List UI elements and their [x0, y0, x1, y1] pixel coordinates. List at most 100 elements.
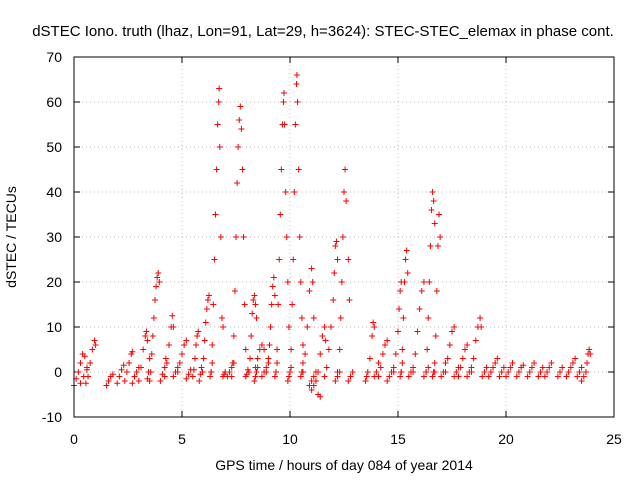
data-point [437, 234, 444, 240]
data-point [280, 90, 287, 96]
data-point [135, 378, 142, 384]
y-tick-label: 20 [46, 274, 62, 290]
data-point [451, 324, 458, 330]
data-point [231, 288, 238, 294]
data-point [247, 355, 254, 362]
data-point [520, 362, 527, 369]
data-point [384, 337, 391, 344]
data-point [345, 256, 352, 263]
data-point [396, 306, 403, 312]
data-point [270, 274, 277, 281]
data-point [349, 369, 356, 375]
data-point [373, 369, 380, 375]
data-point [397, 373, 404, 380]
data-point [161, 373, 168, 380]
data-point [181, 342, 188, 348]
data-point [584, 360, 590, 366]
data-point [157, 378, 164, 384]
data-point [494, 355, 501, 362]
data-point [337, 315, 344, 321]
data-point [170, 324, 177, 330]
data-point [126, 360, 133, 366]
data-point [118, 366, 125, 373]
data-point [400, 315, 407, 321]
data-point [431, 220, 438, 227]
data-point [229, 360, 236, 366]
data-point [541, 373, 548, 380]
x-tick-label: 0 [70, 431, 78, 447]
data-point [268, 301, 275, 308]
data-point [228, 364, 235, 371]
data-point [345, 378, 352, 384]
data-point [190, 366, 197, 373]
x-axis-label: GPS time / hours of day 084 of year 2014 [215, 457, 473, 473]
data-point [214, 121, 221, 128]
data-point [293, 72, 300, 78]
data-point [129, 380, 136, 387]
data-point [464, 342, 471, 348]
data-point [379, 351, 386, 357]
y-tick-label: -10 [42, 409, 62, 425]
data-point [140, 346, 147, 353]
data-point [430, 198, 437, 204]
data-point [146, 378, 153, 384]
data-point [198, 364, 205, 371]
data-point [487, 369, 494, 375]
data-point [500, 364, 507, 371]
data-point [321, 324, 328, 330]
data-point [204, 297, 211, 303]
data-point [292, 121, 299, 128]
data-point [258, 342, 265, 348]
data-point [572, 355, 579, 362]
data-point [265, 355, 272, 362]
data-point [216, 85, 223, 92]
data-point [291, 189, 298, 195]
x-tick-label: 20 [498, 431, 514, 447]
data-point [586, 346, 593, 353]
data-point [333, 238, 340, 245]
data-point [395, 328, 401, 335]
data-point [310, 315, 317, 321]
data-point [546, 364, 553, 371]
data-point [334, 369, 341, 375]
data-point [399, 346, 406, 353]
data-point [233, 234, 239, 240]
data-point [133, 369, 140, 375]
data-point [203, 306, 210, 312]
data-point [275, 301, 282, 308]
data-point [308, 387, 315, 393]
data-point [304, 324, 311, 330]
data-point [297, 279, 304, 285]
data-point [455, 373, 462, 380]
data-point [332, 378, 339, 384]
data-point [341, 189, 347, 195]
data-point [309, 279, 316, 285]
data-point [464, 373, 471, 380]
data-point [271, 292, 278, 299]
data-point [310, 373, 317, 380]
data-point [89, 346, 96, 353]
data-point [252, 373, 259, 380]
data-point [346, 297, 353, 303]
data-point [271, 373, 278, 380]
data-point [478, 324, 485, 330]
y-tick-labels: -10 0 10 20 30 40 50 60 70 [42, 49, 62, 425]
data-point [242, 346, 249, 353]
data-point [234, 180, 241, 186]
data-point [375, 373, 382, 380]
data-point [336, 346, 343, 353]
data-point [509, 360, 516, 366]
data-point [347, 373, 354, 380]
x-tick-label: 5 [178, 431, 186, 447]
data-point [236, 117, 243, 123]
data-point [272, 369, 279, 375]
data-point [442, 360, 449, 366]
data-point [459, 355, 466, 362]
data-point [299, 369, 306, 375]
data-point [444, 355, 451, 362]
data-point [284, 378, 291, 384]
data-point [235, 144, 242, 150]
data-point [414, 328, 421, 335]
data-point [228, 373, 235, 380]
data-point [274, 346, 281, 353]
